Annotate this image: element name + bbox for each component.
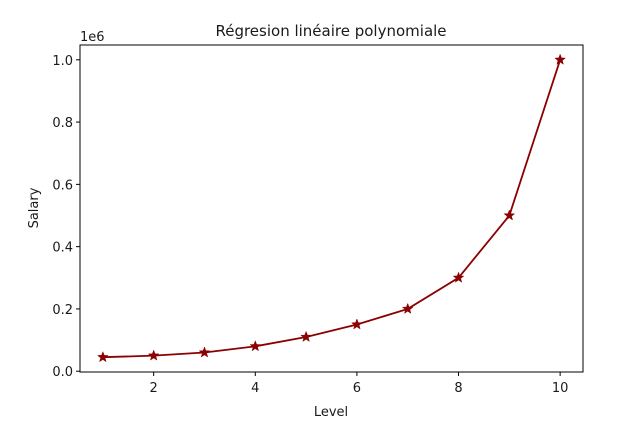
data-point-marker bbox=[503, 209, 516, 221]
x-tick-label: 10 bbox=[552, 381, 569, 396]
chart-title: Régresion linéaire polynomiale bbox=[215, 22, 446, 40]
y-tick-label: 0.0 bbox=[52, 365, 73, 380]
x-axis: 2 4 6 8 10 bbox=[150, 372, 569, 396]
data-point-marker bbox=[452, 271, 465, 283]
y-tick-label: 0.4 bbox=[52, 241, 73, 256]
data-point-marker bbox=[249, 340, 262, 352]
x-tick-label: 8 bbox=[454, 381, 462, 396]
y-axis-multiplier: 1e6 bbox=[80, 30, 105, 45]
data-point-marker bbox=[350, 318, 363, 330]
data-point-marker bbox=[300, 330, 313, 342]
data-point-marker bbox=[96, 350, 109, 363]
y-tick-label: 0.2 bbox=[52, 303, 73, 318]
data-point-marker bbox=[147, 349, 160, 361]
plot-area-frame bbox=[79, 44, 584, 373]
data-point-marker bbox=[198, 346, 211, 358]
y-axis: 0.0 0.2 0.4 0.6 0.8 1.0 bbox=[52, 54, 80, 380]
data-point-marker bbox=[401, 302, 414, 314]
y-tick-label: 1.0 bbox=[52, 54, 73, 69]
x-tick-label: 2 bbox=[150, 381, 158, 396]
y-axis-title: Salary bbox=[27, 187, 42, 228]
x-axis-title: Level bbox=[314, 405, 348, 420]
x-tick-label: 4 bbox=[251, 381, 259, 396]
data-point-marker bbox=[554, 53, 567, 65]
series-markers bbox=[96, 53, 567, 363]
x-tick-label: 6 bbox=[353, 381, 361, 396]
series-line bbox=[102, 59, 561, 359]
y-tick-label: 0.6 bbox=[52, 178, 73, 193]
y-tick-label: 0.8 bbox=[52, 116, 73, 131]
